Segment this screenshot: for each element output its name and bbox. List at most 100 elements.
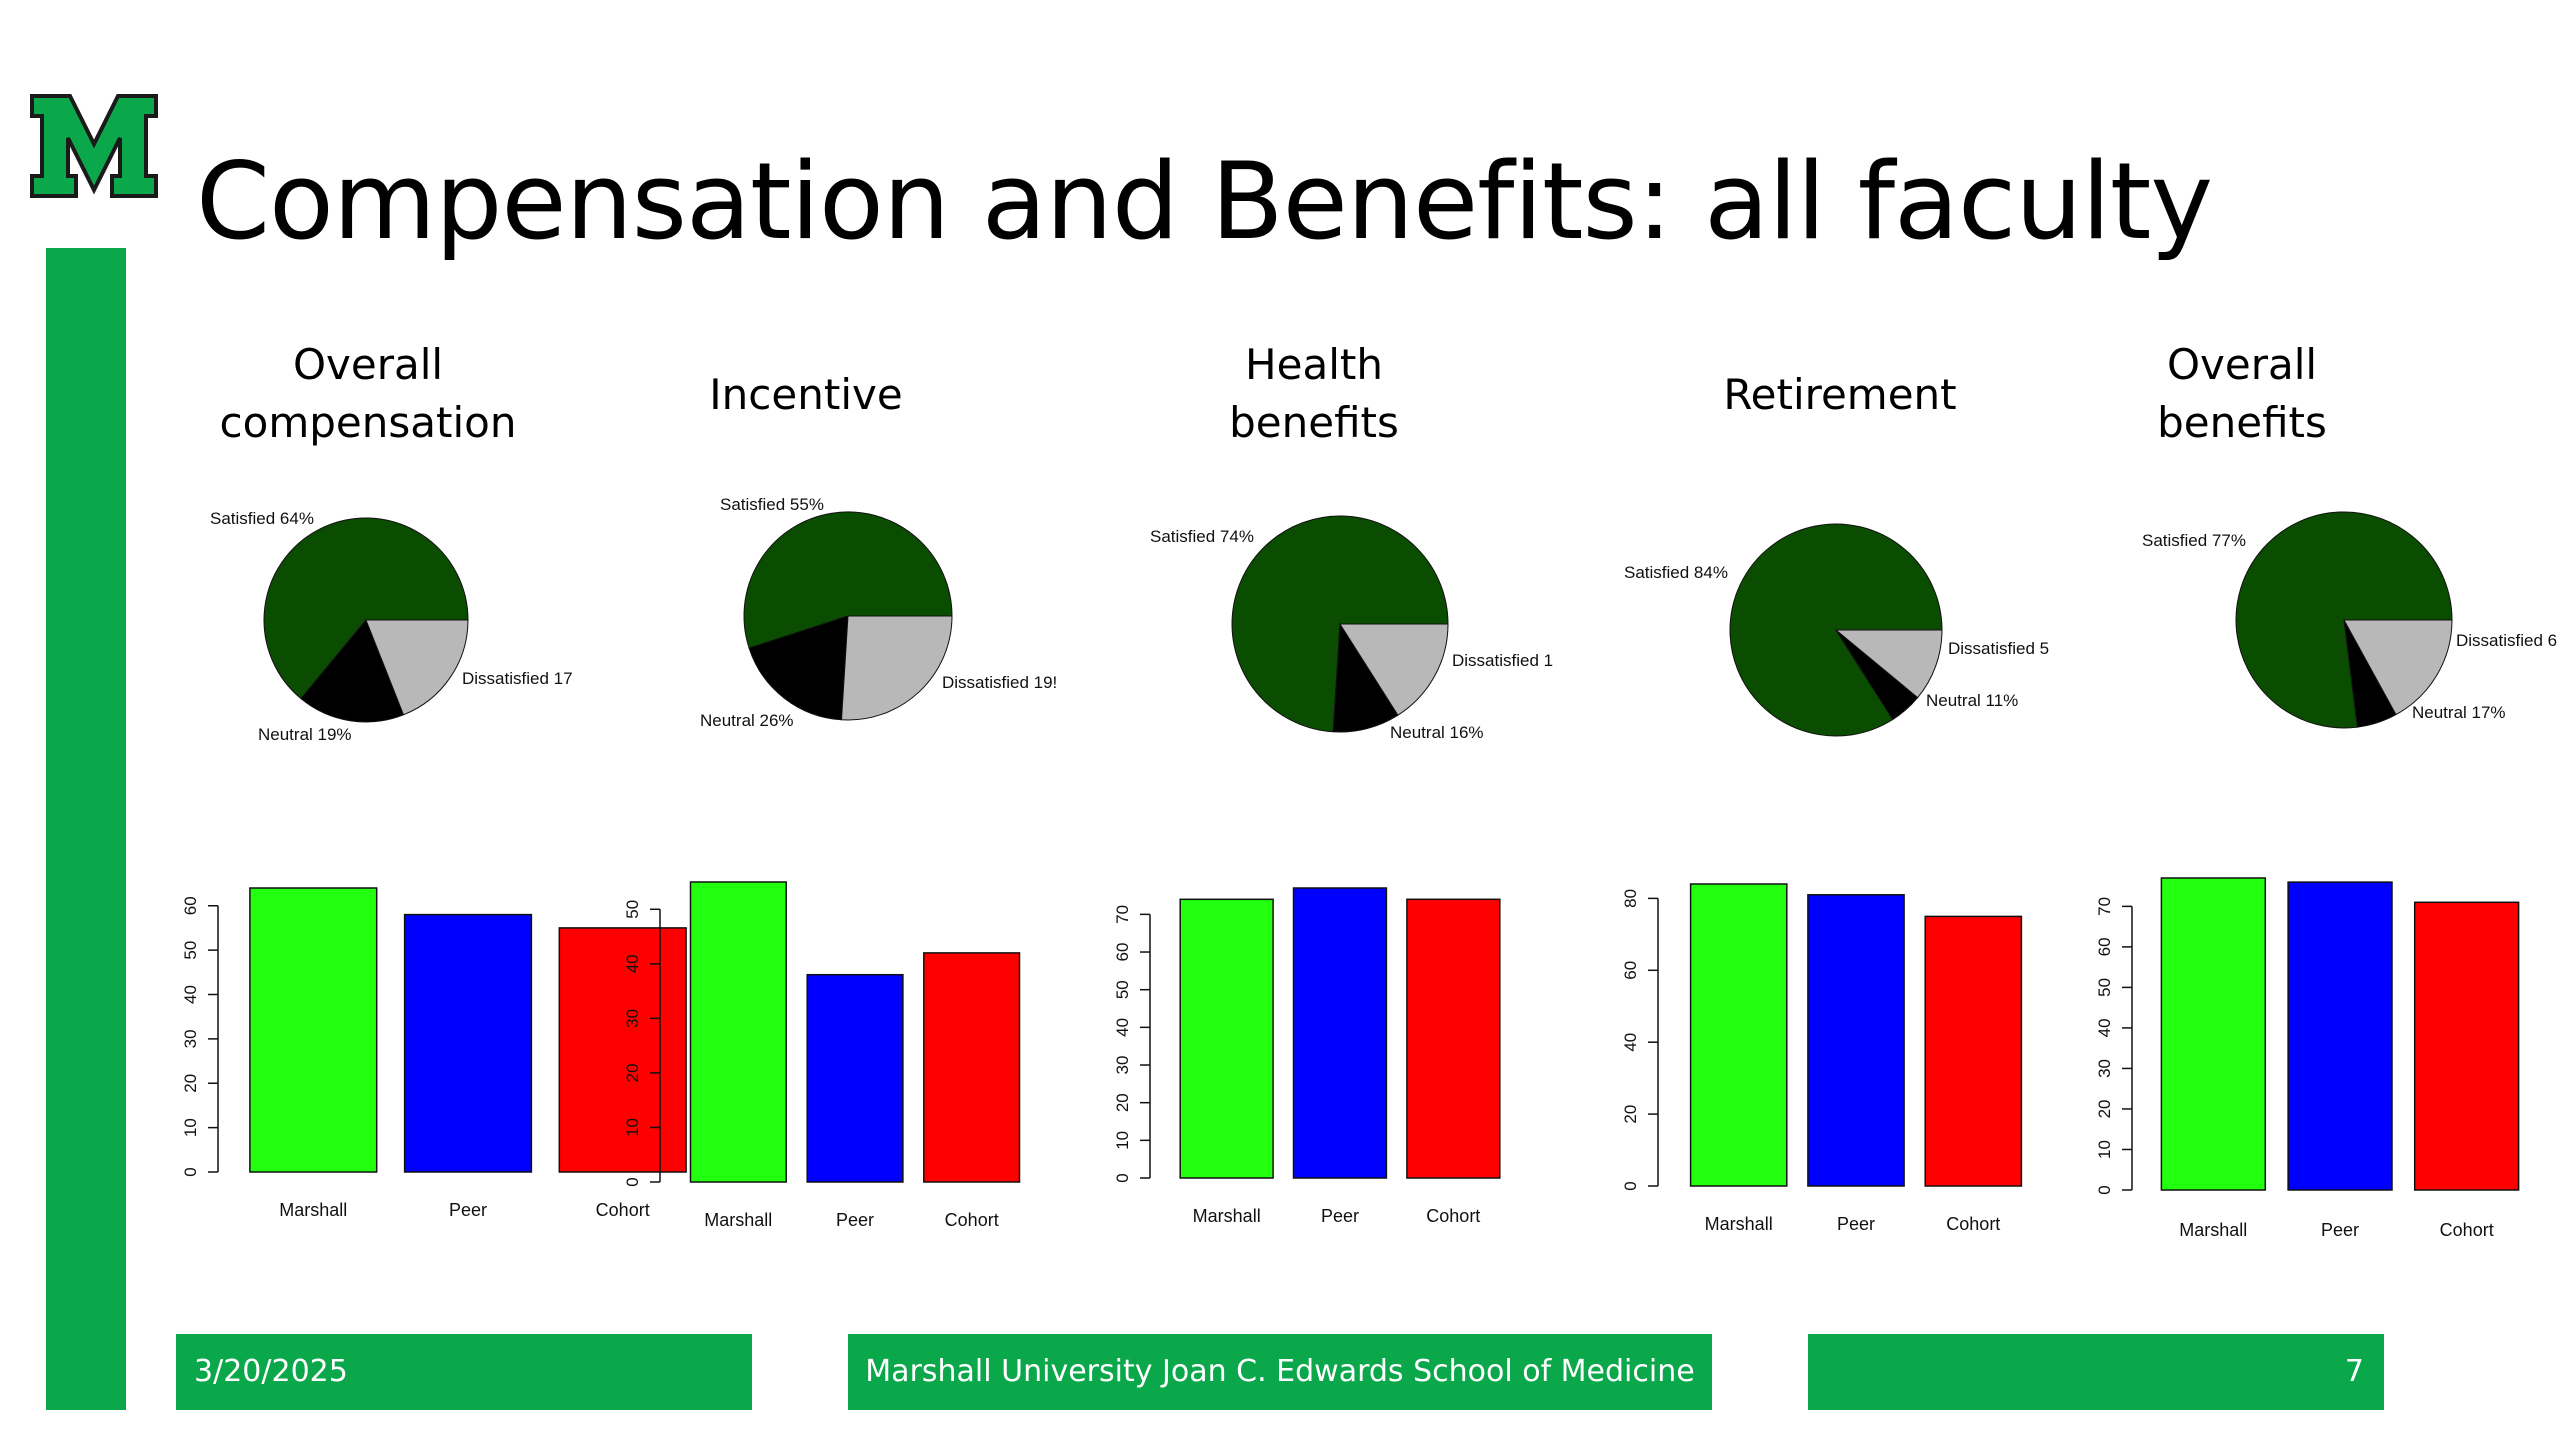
chart-5-y-tick-label: 0 xyxy=(2095,1185,2114,1194)
chart-2-bar-cohort xyxy=(923,952,1021,1183)
chart-2-category-marshall: Marshall xyxy=(704,1210,772,1230)
chart-1-category-cohort: Cohort xyxy=(596,1200,650,1220)
chart-3-y-tick-label: 20 xyxy=(1113,1093,1132,1112)
chart-1-pie-slice-neutral xyxy=(365,619,469,716)
chart-3-bar-marshall xyxy=(1179,898,1274,1179)
chart-2-y-tick-label: 20 xyxy=(623,1063,642,1082)
chart-2-y-tick-label: 0 xyxy=(623,1177,642,1186)
chart-3-y-tick-label: 60 xyxy=(1113,943,1132,962)
chart-2-pie-slice-satisfied xyxy=(743,511,953,649)
chart-3-y-tick-label: 50 xyxy=(1113,980,1132,999)
chart-3-category-marshall: Marshall xyxy=(1193,1206,1261,1226)
footer-date-text: 3/20/2025 xyxy=(194,1354,348,1389)
chart-3-pie-label-satisfied: Satisfied 74% xyxy=(1150,527,1254,546)
chart-5-bar-cohort xyxy=(2413,901,2520,1191)
chart-5-pie-label-satisfied: Satisfied 77% xyxy=(2142,531,2246,550)
chart-2-y-tick-label: 10 xyxy=(623,1118,642,1137)
chart-3-pie-label-neutral: Neutral 16% xyxy=(1390,723,1484,742)
chart-2-bar-peer xyxy=(806,973,904,1183)
chart-1-category-marshall: Marshall xyxy=(279,1200,347,1220)
chart-5-bar-peer xyxy=(2287,881,2393,1191)
chart-3-title: Health benefits xyxy=(1229,340,1399,447)
chart-5-pie-label-neutral: Neutral 17% xyxy=(2412,703,2506,722)
chart-5-y-tick-label: 20 xyxy=(2095,1100,2114,1119)
chart-3-y-tick-label: 0 xyxy=(1113,1173,1132,1182)
chart-1-y-tick-label: 10 xyxy=(181,1118,200,1137)
chart-2-y-tick-label: 50 xyxy=(623,900,642,919)
chart-4-pie-label-neutral: Neutral 11% xyxy=(1926,691,2018,710)
chart-5-y-tick-label: 50 xyxy=(2095,978,2114,997)
chart-4-y-tick-label: 80 xyxy=(1621,889,1640,908)
chart-4-title: Retirement xyxy=(1723,370,1957,419)
chart-1-y-tick-label: 40 xyxy=(181,985,200,1004)
chart-5-y-tick-label: 10 xyxy=(2095,1140,2114,1159)
chart-5-y-tick-label: 40 xyxy=(2095,1018,2114,1037)
slide-title: Compensation and Benefits: all faculty xyxy=(196,140,2213,263)
chart-4-y-tick-label: 40 xyxy=(1621,1033,1640,1052)
chart-3-category-peer: Peer xyxy=(1321,1206,1359,1226)
chart-3-y-tick-label: 40 xyxy=(1113,1018,1132,1037)
chart-4-bar-peer xyxy=(1807,894,1905,1187)
chart-2-pie-slice-neutral xyxy=(840,615,953,721)
chart-4-pie-slice-neutral xyxy=(1834,629,1943,699)
chart-4-category-cohort: Cohort xyxy=(1946,1214,2000,1234)
chart-2-pie-slice-dissatisfied xyxy=(748,615,849,721)
chart-2-y-tick-label: 30 xyxy=(623,1009,642,1028)
chart-4-bar-cohort xyxy=(1924,915,2023,1187)
chart-3-pie-slice-neutral xyxy=(1339,623,1449,716)
chart-4-y-tick-label: 20 xyxy=(1621,1105,1640,1124)
footer-school: Marshall University Joan C. Edwards Scho… xyxy=(848,1334,1712,1410)
chart-3-y-tick-label: 10 xyxy=(1113,1131,1132,1150)
chart-1-y-tick-label: 50 xyxy=(181,941,200,960)
chart-1-y-tick-label: 60 xyxy=(181,896,200,915)
chart-1-pie-slice-satisfied xyxy=(263,517,469,700)
chart-5-y-tick-label: 70 xyxy=(2095,897,2114,916)
chart-4-pie-label-dissatisfied: Dissatisfied 5 xyxy=(1948,639,2049,658)
chart-1-y-tick-label: 0 xyxy=(181,1167,200,1176)
chart-2-pie-label-dissatisfied: Dissatisfied 19! xyxy=(942,673,1057,692)
chart-3-bar-cohort xyxy=(1406,898,1501,1179)
chart-1-pie-label-neutral: Neutral 19% xyxy=(258,725,352,744)
chart-1-y-tick-label: 20 xyxy=(181,1074,200,1093)
chart-3-y-tick-label: 70 xyxy=(1113,905,1132,924)
chart-4-pie-label-satisfied: Satisfied 84% xyxy=(1624,563,1728,582)
chart-5-y-tick-label: 30 xyxy=(2095,1059,2114,1078)
marshall-m-logo xyxy=(30,94,158,198)
chart-3-y-tick-label: 30 xyxy=(1113,1056,1132,1075)
chart-1-bar-peer xyxy=(403,913,533,1173)
chart-3-pie-label-dissatisfied: Dissatisfied 1 xyxy=(1452,651,1553,670)
chart-5-pie-label-dissatisfied: Dissatisfied 6 xyxy=(2456,631,2557,650)
chart-1-pie-label-dissatisfied: Dissatisfied 17 xyxy=(462,669,573,688)
footer-date: 3/20/2025 xyxy=(176,1334,752,1410)
chart-5-category-marshall: Marshall xyxy=(2179,1220,2247,1240)
chart-1-bar-marshall xyxy=(249,887,378,1173)
chart-4-category-peer: Peer xyxy=(1837,1214,1875,1234)
chart-2-category-peer: Peer xyxy=(836,1210,874,1230)
chart-5-bar-marshall xyxy=(2160,877,2267,1191)
chart-3-bar-peer xyxy=(1292,887,1388,1179)
chart-3-category-cohort: Cohort xyxy=(1426,1206,1480,1226)
chart-2-category-cohort: Cohort xyxy=(945,1210,999,1230)
chart-1-pie-label-satisfied: Satisfied 64% xyxy=(210,509,314,528)
footer-page-number: 7 xyxy=(1808,1334,2384,1410)
chart-2-pie-label-neutral: Neutral 26% xyxy=(700,711,794,730)
chart-4-bar-marshall xyxy=(1689,883,1788,1187)
chart-1-pie-slice-dissatisfied xyxy=(300,619,405,723)
chart-5-pie-slice-neutral xyxy=(2343,619,2453,716)
chart-4-y-tick-label: 60 xyxy=(1621,961,1640,980)
chart-2-bar-marshall xyxy=(689,881,787,1183)
chart-4-y-tick-label: 0 xyxy=(1621,1181,1640,1190)
chart-5-category-cohort: Cohort xyxy=(2440,1220,2494,1240)
chart-1-y-tick-label: 30 xyxy=(181,1029,200,1048)
footer-school-text: Marshall University Joan C. Edwards Scho… xyxy=(865,1354,1695,1389)
chart-2-y-tick-label: 40 xyxy=(623,954,642,973)
chart-1-bar-cohort xyxy=(558,927,687,1173)
chart-4-category-marshall: Marshall xyxy=(1705,1214,1773,1234)
chart-2-title: Incentive xyxy=(709,370,903,419)
chart-2-pie-label-satisfied: Satisfied 55% xyxy=(720,495,824,514)
chart-1-title: Overall compensation xyxy=(219,340,517,447)
chart-1-category-peer: Peer xyxy=(449,1200,487,1220)
brand-side-bar xyxy=(46,248,126,1410)
chart-5-category-peer: Peer xyxy=(2321,1220,2359,1240)
